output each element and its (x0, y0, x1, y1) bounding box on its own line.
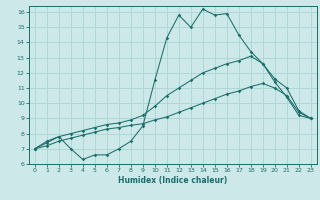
X-axis label: Humidex (Indice chaleur): Humidex (Indice chaleur) (118, 176, 228, 185)
